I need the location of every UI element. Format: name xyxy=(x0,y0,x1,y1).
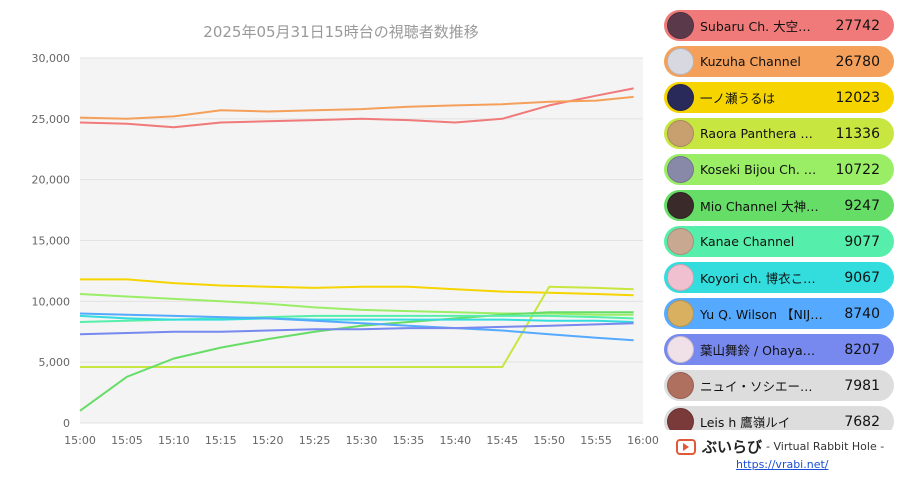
x-tick-label: 15:55 xyxy=(580,434,612,447)
legend-value: 9067 xyxy=(844,269,880,286)
legend-value: 26780 xyxy=(835,53,880,70)
legend-value: 7981 xyxy=(844,377,880,394)
legend-item: Yu Q. Wilson 【NIJ… 8740 xyxy=(664,298,894,329)
legend-name: 葉山舞鈴 / Ohaya… xyxy=(700,343,816,358)
legend-item: 一ノ瀬うるは 12023 xyxy=(664,82,894,113)
brand-footer: ぶいらび - Virtual Rabbit Hole - https://vra… xyxy=(664,432,900,480)
avatar xyxy=(667,300,694,327)
x-tick-label: 15:15 xyxy=(205,434,237,447)
x-tick-label: 15:50 xyxy=(533,434,565,447)
avatar xyxy=(667,372,694,399)
legend-item: Raora Panthera … 11336 xyxy=(664,118,894,149)
series-line xyxy=(79,87,634,129)
x-tick-label: 15:20 xyxy=(252,434,284,447)
series-line xyxy=(79,293,634,316)
x-tick-label: 15:00 xyxy=(64,434,96,447)
x-axis: 15:00 15:05 15:10 15:15 15:20 15:25 15:30 15:35… xyxy=(64,434,659,447)
avatar xyxy=(667,84,694,111)
legend-value: 10722 xyxy=(835,161,880,178)
avatar xyxy=(667,264,694,291)
legend-item: Mio Channel 大神… 9247 xyxy=(664,190,894,221)
avatar xyxy=(667,228,694,255)
legend-name: Koyori ch. 博衣こ… xyxy=(700,271,816,286)
y-tick-label: 20,000 xyxy=(32,174,71,187)
brand-name: ぶいらび xyxy=(702,438,763,456)
series-line xyxy=(80,285,634,368)
legend-item: Koyori ch. 博衣こ… 9067 xyxy=(664,262,894,293)
legend-item: Kanae Channel 9077 xyxy=(664,226,894,257)
legend-item: 葉山舞鈴 / Ohaya… 8207 xyxy=(664,334,894,365)
x-tick-label: 15:25 xyxy=(299,434,331,447)
series-line xyxy=(80,278,634,297)
y-tick-label: 30,000 xyxy=(32,52,71,65)
x-tick-label: 15:45 xyxy=(486,434,518,447)
y-tick-label: 10,000 xyxy=(32,295,71,308)
avatar xyxy=(667,192,694,219)
chart: 2025年05月31日15時台の視聴者数推移 0 5,000 10,000 15,00… xyxy=(32,23,659,447)
avatar xyxy=(667,48,694,75)
legend-name: Mio Channel 大神… xyxy=(700,199,819,214)
legend-item: ニュイ・ソシエー… 7981 xyxy=(664,370,894,401)
legend-value: 12023 xyxy=(835,89,880,106)
play-icon xyxy=(676,438,696,455)
legend-value: 27742 xyxy=(835,17,880,34)
legend-name: Subaru Ch. 大空… xyxy=(700,19,811,34)
brand-url-link[interactable]: https://vrabi.net/ xyxy=(736,458,829,471)
legend-name: ニュイ・ソシエー… xyxy=(700,379,813,394)
legend-item: Kuzuha Channel 26780 xyxy=(664,46,894,77)
legend-value: 9247 xyxy=(844,197,880,214)
legend-value: 8740 xyxy=(844,305,880,322)
avatar xyxy=(667,336,694,363)
series-line xyxy=(79,322,634,336)
brand-row: ぶいらび - Virtual Rabbit Hole - xyxy=(676,436,884,457)
avatar xyxy=(667,120,694,147)
legend-item: Subaru Ch. 大空… 27742 xyxy=(664,10,894,41)
x-tick-label: 15:10 xyxy=(158,434,190,447)
legend-name: Leis h 鷹嶺ルイ xyxy=(700,415,791,430)
legend-name: Raora Panthera … xyxy=(700,126,813,141)
x-tick-label: 15:05 xyxy=(111,434,143,447)
chart-title: 2025年05月31日15時台の視聴者数推移 xyxy=(203,23,478,41)
avatar xyxy=(667,12,694,39)
legend-name: Yu Q. Wilson 【NIJ… xyxy=(700,307,823,322)
series-lines xyxy=(79,87,634,412)
legend-value: 11336 xyxy=(835,125,880,142)
brand-tagline: - Virtual Rabbit Hole - xyxy=(766,440,885,453)
x-tick-label: 16:00 xyxy=(627,434,659,447)
legend-name: 一ノ瀬うるは xyxy=(700,91,776,106)
legend-name: Koseki Bijou Ch. … xyxy=(700,162,817,177)
x-tick-label: 15:30 xyxy=(346,434,378,447)
y-tick-label: 5,000 xyxy=(39,356,71,369)
legend-value: 9077 xyxy=(844,233,880,250)
series-line xyxy=(79,312,634,342)
y-tick-label: 0 xyxy=(63,417,70,430)
legend-item: Leis h 鷹嶺ルイ 7682 xyxy=(664,406,894,430)
legend-value: 8207 xyxy=(844,341,880,358)
y-tick-label: 15,000 xyxy=(32,235,71,248)
y-axis: 0 5,000 10,000 15,000 20,000 25,000 30,000 xyxy=(32,52,71,430)
avatar xyxy=(667,408,694,430)
series-line xyxy=(79,95,634,120)
series-line xyxy=(79,311,634,412)
x-tick-label: 15:40 xyxy=(439,434,471,447)
legend-name: Kuzuha Channel xyxy=(700,54,801,69)
avatar xyxy=(667,156,694,183)
legend-item: Koseki Bijou Ch. … 10722 xyxy=(664,154,894,185)
legend-name: Kanae Channel xyxy=(700,234,795,249)
series-line xyxy=(79,314,634,323)
x-tick-label: 15:35 xyxy=(393,434,425,447)
y-tick-label: 25,000 xyxy=(32,113,71,126)
legend: Subaru Ch. 大空… 27742 Kuzuha Channel 26780 一ノ… xyxy=(664,10,894,430)
legend-value: 7682 xyxy=(844,413,880,430)
